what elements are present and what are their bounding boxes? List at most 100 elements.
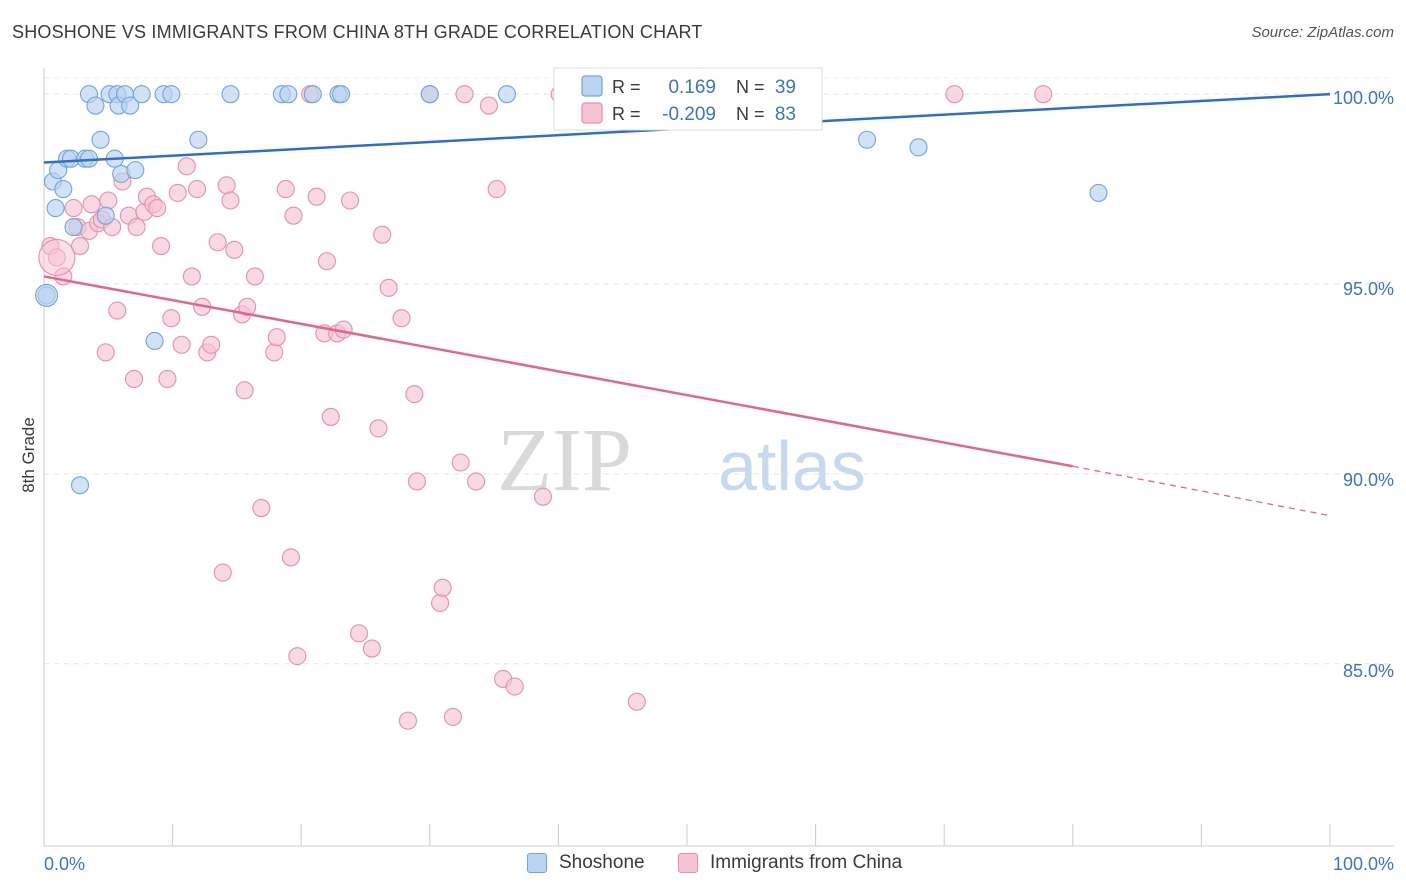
y-tick-label: 90.0% [1343,470,1394,490]
point-china [276,180,295,199]
legend-r-value-shoshone: 0.169 [668,77,716,98]
point-china [455,85,474,104]
point-china [148,199,167,218]
point-china [398,711,417,730]
legend-item-china[interactable]: Immigrants from China [678,852,902,874]
point-china [70,237,90,256]
point-shoshone [70,476,90,495]
point-shoshone [303,85,322,104]
point-china [431,593,450,613]
point-china [187,180,207,199]
point-china [321,407,340,426]
axes [43,68,1394,847]
point-china [307,187,326,206]
point-china [225,240,244,259]
point-china [373,225,392,244]
legend-n-value-china: 83 [775,104,796,125]
series-immigrants-from-china-points [38,85,1053,730]
point-china [369,419,388,438]
point-shoshone [54,180,73,199]
watermark-zip: ZIP [497,411,632,510]
point-china [945,85,964,104]
point-china [213,563,232,582]
point-shoshone [857,130,877,149]
point-china [284,206,303,225]
legend-swatch-china [581,102,603,124]
point-china [221,191,240,210]
point-shoshone [121,96,140,115]
point-shoshone [35,283,59,307]
point-china [341,191,360,210]
point-china [362,639,381,658]
trend-lines [43,92,1331,517]
point-shoshone [64,218,83,237]
point-shoshone [420,85,439,104]
point-china [392,309,411,328]
point-china [479,96,499,115]
watermark: ZIP atlas [497,411,866,510]
legend-label-china: Immigrants from China [710,852,903,873]
point-shoshone [909,138,928,157]
point-china [288,647,307,666]
point-china [467,472,486,491]
y-tick-label: 95.0% [1343,279,1394,299]
point-china [235,381,254,400]
point-shoshone [126,161,145,180]
point-china [505,677,524,696]
legend-swatch-china [678,853,698,873]
legend-label-shoshone: Shoshone [559,852,645,873]
series-legend: Shoshone Immigrants from China [0,850,1406,880]
point-shoshone [189,130,208,149]
point-china [217,176,236,195]
point-china [82,195,101,214]
point-china [238,297,257,316]
point-china [38,238,76,276]
point-shoshone [162,85,181,104]
point-shoshone [1089,183,1108,202]
point-china [172,335,191,354]
point-shoshone [96,206,115,225]
point-china [245,267,264,286]
point-china [168,183,187,202]
point-shoshone [132,85,151,104]
point-china [451,453,470,472]
legend-item-shoshone[interactable]: Shoshone [527,852,645,874]
series-shoshone-points [35,85,1108,495]
point-china [202,335,221,354]
point-china [151,237,171,256]
point-china [407,472,426,491]
x-tick-label-max: 100.0% [1333,854,1394,874]
point-china [208,233,227,252]
x-tick-label-min: 0.0% [44,854,85,874]
point-china [281,548,300,567]
point-china [252,499,271,518]
gridlines [44,77,1394,665]
point-china [350,624,369,643]
legend-r-label: R = [612,77,641,97]
legend-n-label: N = [736,77,765,97]
source-label: Source: ZipAtlas.com [1251,24,1394,41]
point-china [182,267,201,286]
point-shoshone [86,96,105,115]
trend-line-china [43,275,1074,468]
point-china [127,218,146,237]
point-china [265,343,284,362]
legend-swatch-shoshone [581,75,603,97]
point-china [433,578,452,597]
legend-n-value-shoshone: 39 [775,77,796,98]
point-china [405,385,424,404]
watermark-atlas: atlas [718,427,866,505]
point-china [99,191,118,210]
point-china [267,328,286,347]
y-tick-label: 100.0% [1333,88,1394,108]
point-shoshone [279,85,298,104]
point-shoshone [145,331,164,351]
point-shoshone [497,85,517,104]
point-china [533,487,553,506]
point-china [162,309,181,328]
point-china [443,707,462,726]
legend-r-label: R = [612,104,641,124]
trend-line-china-extension [1072,465,1331,517]
point-china [124,369,144,389]
